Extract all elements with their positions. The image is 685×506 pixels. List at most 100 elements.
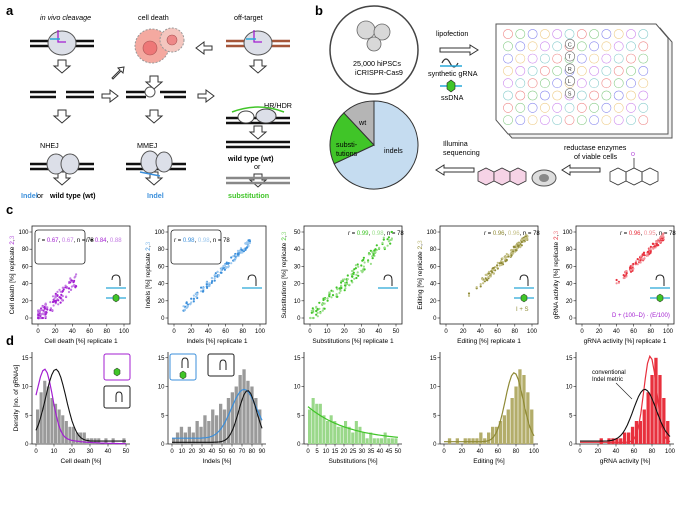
scatter-point bbox=[208, 284, 211, 287]
scatter-point bbox=[49, 309, 52, 312]
y-tick-label: 40 bbox=[294, 247, 301, 253]
histogram-bar bbox=[68, 426, 72, 445]
y-tick-label: 5 bbox=[297, 413, 301, 419]
histogram-plot-1: 0 5 10 15 0 10 20 30 40 50 Cell death [%] bbox=[22, 352, 131, 465]
x-tick-label: 20 bbox=[596, 329, 603, 335]
y-tick-label: 0 bbox=[433, 442, 437, 448]
grna-hairpin-icon bbox=[519, 274, 529, 286]
scatter-point bbox=[343, 284, 347, 287]
scatter-point bbox=[321, 302, 324, 306]
well bbox=[527, 90, 538, 101]
scatter-point bbox=[37, 316, 40, 320]
scatter-point bbox=[350, 273, 353, 276]
scatter-point bbox=[56, 290, 59, 293]
scatter-point bbox=[60, 293, 63, 296]
well bbox=[638, 53, 649, 64]
histogram-bar bbox=[351, 432, 355, 444]
r-value-rep2: 0.96 bbox=[493, 231, 505, 237]
scatter-point bbox=[382, 236, 385, 239]
histogram-bar bbox=[329, 415, 333, 445]
n-label: n = 78 bbox=[387, 231, 405, 237]
x-tick-label: 20 bbox=[341, 329, 348, 335]
panel-a-schematic: in vivo cleavage cell death off-target bbox=[21, 13, 292, 200]
x-tick-label: 10 bbox=[323, 449, 330, 455]
scatter-plot-3: 0 0 10 10 20 20 30 30 40 40 50 50 Substitutions [%] … bbox=[281, 225, 405, 345]
well bbox=[638, 66, 649, 76]
scatter-point bbox=[339, 289, 342, 293]
scatter-point bbox=[37, 309, 40, 312]
well bbox=[638, 78, 649, 89]
scatter-point bbox=[54, 292, 57, 295]
scatter-point bbox=[38, 310, 42, 313]
histogram-bar bbox=[619, 438, 623, 445]
scatter-point bbox=[310, 309, 313, 312]
histogram-bar bbox=[630, 426, 635, 445]
histogram-bar bbox=[172, 438, 176, 445]
well bbox=[515, 53, 526, 64]
panel-label-b: b bbox=[315, 3, 323, 18]
x-tick-label: 20 bbox=[459, 449, 466, 455]
scatter-point bbox=[75, 273, 78, 276]
scatter-point bbox=[615, 282, 618, 285]
y-tick-label: 0 bbox=[161, 442, 165, 448]
well bbox=[613, 115, 624, 125]
histogram-bar bbox=[230, 392, 234, 445]
ssdna-hex-icon bbox=[112, 293, 120, 303]
scatter-point bbox=[44, 313, 47, 316]
scatter-point bbox=[186, 304, 190, 307]
panel-label-c: c bbox=[6, 202, 13, 217]
scatter-point bbox=[39, 316, 42, 320]
x-tick-label: 20 bbox=[595, 449, 602, 455]
hr-template-icon: HR/HDR bbox=[226, 101, 292, 125]
well bbox=[552, 66, 563, 76]
scatter-point bbox=[338, 291, 341, 295]
legend-box bbox=[34, 229, 86, 265]
scatter-point bbox=[242, 248, 245, 251]
histogram-bar bbox=[318, 403, 322, 445]
scatter-point bbox=[41, 316, 45, 320]
well bbox=[515, 29, 526, 39]
y-tick-label: 5 bbox=[25, 413, 29, 419]
scatter-point bbox=[661, 235, 664, 238]
outcome-substitution: substitution bbox=[228, 191, 269, 200]
ssdna-hex-icon bbox=[656, 293, 664, 303]
y-tick-label: 15 bbox=[566, 356, 573, 362]
r-sep2: , bbox=[520, 231, 523, 237]
scatter-point bbox=[335, 286, 338, 289]
scatter-point bbox=[622, 276, 625, 280]
histogram-bar bbox=[491, 426, 495, 445]
scatter-point bbox=[367, 253, 371, 256]
well-plate-icon: C TRL S bbox=[495, 23, 673, 139]
well-letter: T bbox=[568, 55, 572, 61]
well bbox=[503, 66, 513, 76]
r-sep: , bbox=[195, 238, 198, 244]
histogram-bar bbox=[514, 386, 518, 444]
x-tick-label: 100 bbox=[663, 329, 674, 335]
well-letter: C bbox=[568, 42, 572, 48]
scatter-point bbox=[61, 295, 64, 298]
density-curve bbox=[35, 368, 126, 445]
density-y-axis-label: Density [no. of gRNAs] bbox=[13, 364, 20, 431]
x-tick-label: 0 bbox=[442, 449, 446, 455]
histogram-bar bbox=[199, 426, 203, 445]
well bbox=[601, 90, 612, 101]
reference-density-curve bbox=[35, 368, 126, 442]
histogram-bar bbox=[238, 375, 242, 444]
scatter-point bbox=[524, 236, 527, 240]
well bbox=[589, 41, 599, 52]
x-tick-label: 45 bbox=[386, 449, 393, 455]
scatter-point bbox=[390, 230, 393, 234]
scatter-point bbox=[40, 308, 43, 311]
x-tick-label: 15 bbox=[332, 449, 339, 455]
scatter-point bbox=[213, 279, 216, 282]
n-label: n = 78 bbox=[523, 231, 541, 237]
scatter-point bbox=[357, 274, 360, 277]
y-tick-label: 100 bbox=[562, 230, 573, 236]
resorufin-molecule-icon bbox=[477, 167, 527, 186]
n-label: n = 78 bbox=[659, 231, 677, 237]
pie-slice-indels bbox=[333, 100, 419, 190]
scatter-point bbox=[234, 254, 237, 257]
histogram-bar bbox=[662, 398, 666, 444]
